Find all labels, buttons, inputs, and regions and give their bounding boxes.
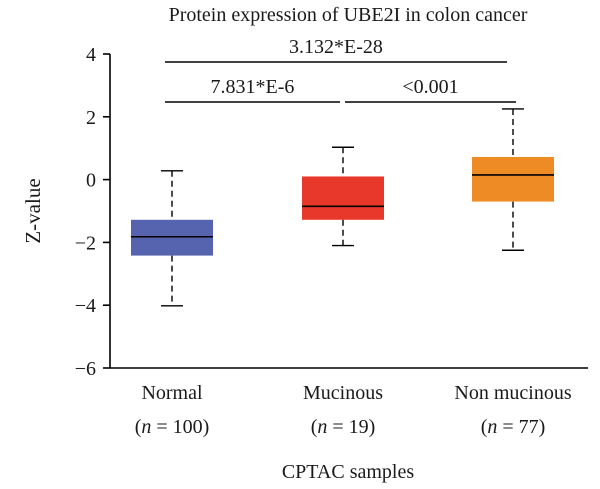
y-tick-label: 2 <box>86 107 96 129</box>
x-category-name: Non mucinous <box>454 382 571 404</box>
x-category-name: Mucinous <box>303 382 383 404</box>
y-tick-label: 0 <box>86 170 96 192</box>
paren-close: ) <box>203 416 210 438</box>
axes <box>109 54 588 369</box>
paren-open: ( <box>135 416 142 438</box>
paren-open: ( <box>481 416 488 438</box>
chart-title: Protein expression of UBE2I in colon can… <box>169 4 528 26</box>
n-symbol: n <box>317 416 327 438</box>
paren-open: ( <box>311 416 318 438</box>
x-axis-label: CPTAC samples <box>282 461 415 483</box>
box-group <box>472 108 554 251</box>
comparison-pvalue: 7.831*E-6 <box>211 76 295 98</box>
x-category-n: (n = 19) <box>311 416 376 438</box>
box-group <box>302 146 384 247</box>
paren-close: ) <box>539 416 546 438</box>
n-symbol: n <box>487 416 497 438</box>
n-count: = 100 <box>151 416 202 438</box>
x-category-n: (n = 100) <box>135 416 210 438</box>
x-category-n: (n = 77) <box>481 416 546 438</box>
n-count: = 77 <box>497 416 538 438</box>
n-count: = 19 <box>327 416 368 438</box>
y-tick-label: 4 <box>86 44 96 66</box>
box-rect <box>472 156 554 202</box>
y-tick-label: −2 <box>75 232 96 254</box>
comparison-brackets: 3.132*E-28 7.831*E-6 <0.001 <box>165 36 516 103</box>
comparison-pvalue: <0.001 <box>402 76 458 98</box>
y-tick-label: −6 <box>75 358 96 380</box>
paren-close: ) <box>369 416 376 438</box>
y-tick-label: −4 <box>75 295 96 317</box>
comparison-pvalue: 3.132*E-28 <box>289 36 383 58</box>
box-group <box>131 170 213 307</box>
y-ticks: 4 2 0 −2 −4 −6 <box>75 44 110 380</box>
box-rect <box>302 176 384 220</box>
n-symbol: n <box>141 416 151 438</box>
x-category-name: Normal <box>141 382 203 404</box>
x-category-labels: Normal(n = 100)Mucinous(n = 19)Non mucin… <box>135 382 572 438</box>
y-axis-label: Z-value <box>21 178 45 243</box>
box-rect <box>131 219 213 256</box>
boxes <box>131 108 554 307</box>
